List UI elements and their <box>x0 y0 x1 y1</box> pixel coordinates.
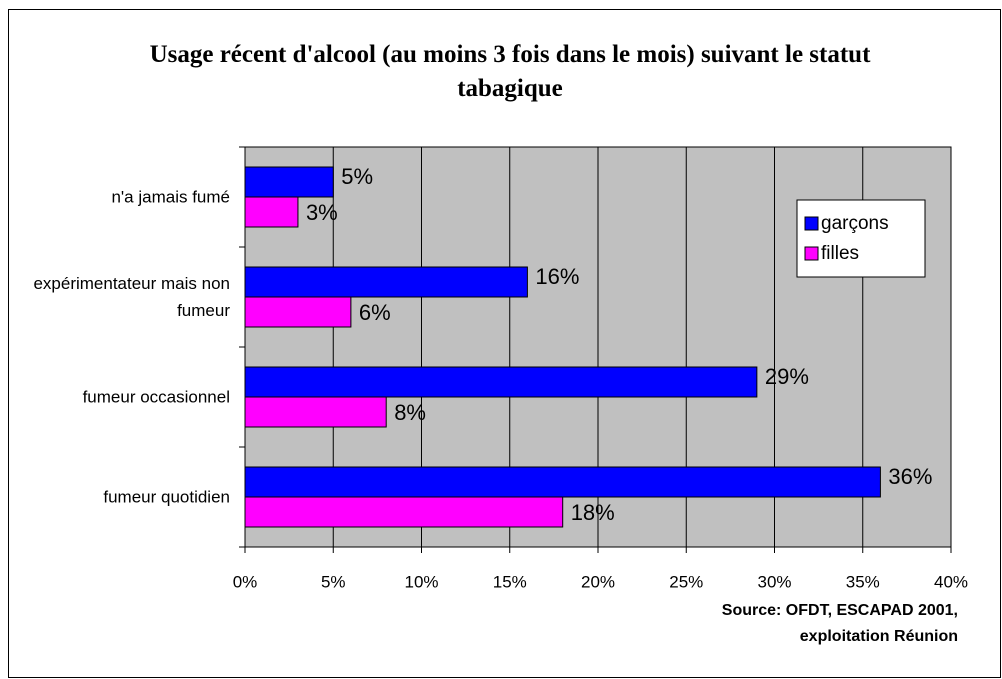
x-tick-label: 30% <box>757 572 791 591</box>
data-label: 29% <box>765 364 809 389</box>
legend-swatch <box>804 246 819 261</box>
x-tick-label: 15% <box>493 572 527 591</box>
x-tick-label: 0% <box>233 572 258 591</box>
y-tick-label: fumeur quotidien <box>103 487 230 507</box>
y-tick-label: expérimentateur mais non fumeur <box>33 274 230 320</box>
data-label: 3% <box>306 200 338 225</box>
bar <box>244 466 881 498</box>
chart-title: Usage récent d'alcool (au moins 3 fois d… <box>149 41 871 102</box>
bar <box>244 266 528 298</box>
data-label: 6% <box>359 300 391 325</box>
frame <box>8 9 1001 678</box>
x-tick-label: 35% <box>846 572 880 591</box>
x-tick-label: 40% <box>934 572 968 591</box>
data-label: 8% <box>394 400 426 425</box>
source-note: Source: OFDT, ESCAPAD 2001, exploitation… <box>721 602 958 645</box>
x-tick-label: 25% <box>669 572 703 591</box>
x-tick-label: 10% <box>404 572 438 591</box>
data-label: 16% <box>535 264 579 289</box>
data-label: 18% <box>571 500 615 525</box>
data-label: 5% <box>341 164 373 189</box>
bar <box>244 196 299 228</box>
bar <box>244 166 334 198</box>
bar <box>244 296 352 328</box>
bar <box>244 396 387 428</box>
bar <box>244 366 758 398</box>
bar <box>244 496 564 528</box>
y-tick-label: n'a jamais fumé <box>111 187 230 207</box>
legend-label: garçons <box>821 213 889 234</box>
x-tick-label: 20% <box>581 572 615 591</box>
legend-swatch <box>804 216 819 231</box>
data-label: 36% <box>888 464 932 489</box>
x-tick-label: 5% <box>321 572 346 591</box>
legend-box <box>796 199 926 278</box>
y-tick-label: fumeur occasionnel <box>82 387 230 407</box>
legend-label: filles <box>821 243 859 264</box>
